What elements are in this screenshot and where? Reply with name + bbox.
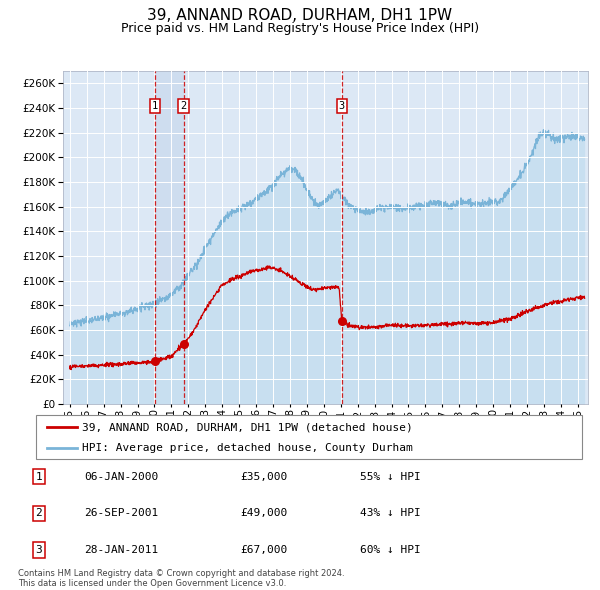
Text: 26-SEP-2001: 26-SEP-2001 — [84, 509, 158, 518]
Text: £49,000: £49,000 — [240, 509, 287, 518]
Text: 1: 1 — [152, 101, 158, 111]
Text: 28-JAN-2011: 28-JAN-2011 — [84, 545, 158, 555]
Text: 43% ↓ HPI: 43% ↓ HPI — [360, 509, 421, 518]
Text: Price paid vs. HM Land Registry's House Price Index (HPI): Price paid vs. HM Land Registry's House … — [121, 22, 479, 35]
FancyBboxPatch shape — [36, 415, 582, 459]
Text: 39, ANNAND ROAD, DURHAM, DH1 1PW: 39, ANNAND ROAD, DURHAM, DH1 1PW — [148, 8, 452, 22]
Text: 3: 3 — [35, 545, 43, 555]
Text: 06-JAN-2000: 06-JAN-2000 — [84, 472, 158, 481]
Text: 1: 1 — [35, 472, 43, 481]
Bar — [155, 71, 184, 404]
Text: £35,000: £35,000 — [240, 472, 287, 481]
Text: 39, ANNAND ROAD, DURHAM, DH1 1PW (detached house): 39, ANNAND ROAD, DURHAM, DH1 1PW (detach… — [82, 422, 413, 432]
Text: 2: 2 — [181, 101, 187, 111]
Text: 3: 3 — [339, 101, 345, 111]
Text: £67,000: £67,000 — [240, 545, 287, 555]
Text: 2: 2 — [35, 509, 43, 518]
Text: Contains HM Land Registry data © Crown copyright and database right 2024.
This d: Contains HM Land Registry data © Crown c… — [18, 569, 344, 588]
Text: 60% ↓ HPI: 60% ↓ HPI — [360, 545, 421, 555]
Text: 55% ↓ HPI: 55% ↓ HPI — [360, 472, 421, 481]
Text: HPI: Average price, detached house, County Durham: HPI: Average price, detached house, Coun… — [82, 443, 413, 453]
